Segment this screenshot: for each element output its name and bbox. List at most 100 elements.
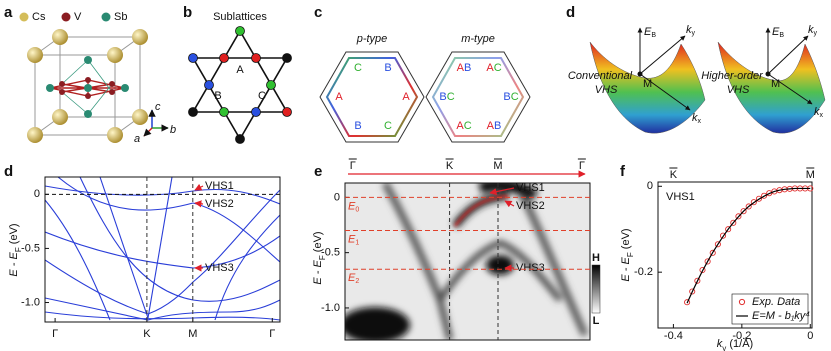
v-atom <box>59 81 65 87</box>
surface-2 <box>717 27 826 134</box>
cs-atom <box>107 127 123 143</box>
data-point <box>761 192 768 199</box>
letter: B <box>384 62 391 74</box>
label-sub: x <box>820 112 824 119</box>
site-label: A <box>236 64 244 76</box>
band <box>214 214 280 321</box>
sublattice-label: C <box>384 120 392 132</box>
sublattice-label: B <box>354 120 361 132</box>
bz-m <box>425 51 531 143</box>
axis-label: ky <box>808 24 818 37</box>
fermi-contour <box>325 57 419 137</box>
vhs-dispersion <box>454 195 509 227</box>
cs-atom <box>132 29 148 45</box>
k-point-label: M <box>806 169 815 181</box>
panel-title: p-type <box>356 33 388 45</box>
legend-label: Exp. Data <box>752 296 800 308</box>
letter: A <box>486 62 494 74</box>
data-point <box>699 266 706 274</box>
x-tick-label: -0.2 <box>732 330 751 342</box>
k-point-label: K <box>446 160 454 172</box>
y-axis-label: E - EF (eV) <box>620 228 635 281</box>
axis-arrow <box>143 127 153 137</box>
energy-level-label: E1 <box>348 233 359 246</box>
site <box>251 107 261 117</box>
sublattice-label: A <box>335 91 343 103</box>
legend-box <box>731 293 809 325</box>
label-main: E - E <box>8 251 20 276</box>
letter: A <box>456 120 464 132</box>
legend-label: Sb <box>114 11 127 23</box>
letter: C <box>354 62 362 74</box>
panel-letter: d <box>566 4 575 21</box>
point-label: M <box>643 78 652 90</box>
v-atom <box>85 77 91 83</box>
saddle-point <box>637 71 643 77</box>
x-tick-label: Γ <box>269 328 275 340</box>
y-tick-label: -0.5 <box>321 247 340 259</box>
label-unit: (eV) <box>8 223 20 247</box>
axis-label: kx <box>692 112 702 125</box>
letter: B <box>464 62 471 74</box>
letter: C <box>494 62 502 74</box>
sublattice-label: BC <box>439 91 454 103</box>
sublattice-label: BC <box>503 91 518 103</box>
data-point <box>725 226 732 233</box>
caption: VHS <box>727 84 750 96</box>
arpes-image <box>345 183 590 340</box>
band <box>45 189 280 315</box>
axis-arrow <box>639 73 691 111</box>
fit-line <box>686 187 811 304</box>
axis-label: b <box>170 124 176 136</box>
letter: B <box>494 120 501 132</box>
site <box>219 53 229 63</box>
caption: Higher-order <box>701 70 764 82</box>
label-main: E <box>348 200 356 212</box>
k-point-label: K <box>670 169 678 181</box>
annotation-arrow <box>194 200 204 208</box>
c-labels: C B A A B C AB AC BC BC AC AB <box>335 62 518 132</box>
cs-atom <box>52 29 68 45</box>
colorbar-label: L <box>593 315 600 327</box>
colorbar <box>591 264 601 314</box>
label-sub: B <box>651 32 656 39</box>
y-tick-label: 0 <box>334 191 340 203</box>
axis-arrow <box>639 35 686 75</box>
band-intensity <box>381 183 454 340</box>
annotation: VHS1 <box>516 182 545 194</box>
axis-label: EB <box>772 26 784 39</box>
sublattice-label: AC <box>486 62 501 74</box>
y-tick-label: 0 <box>34 188 40 200</box>
band-intensity <box>478 183 539 202</box>
legend-label: V <box>74 11 82 23</box>
band <box>147 177 173 319</box>
label-sub: F <box>318 255 327 260</box>
data-point <box>689 288 696 295</box>
annotation: VHS2 <box>205 198 234 210</box>
label-main: E <box>644 26 652 38</box>
k-point-label: Γ <box>579 160 585 172</box>
annotation: VHS2 <box>516 200 545 212</box>
cs-atom <box>27 127 43 143</box>
kagome <box>191 29 289 141</box>
band <box>57 177 280 263</box>
label-sub: y <box>722 344 726 351</box>
label-unit: (1/Å) <box>726 337 753 350</box>
data-point <box>740 208 747 215</box>
v-atom <box>85 93 91 99</box>
sublattice-label: C <box>354 62 362 74</box>
atoms <box>27 29 148 143</box>
panel-letter: d <box>4 163 13 180</box>
annotation-arrow <box>194 183 204 191</box>
data-point <box>730 219 737 226</box>
data-point <box>755 195 763 202</box>
sb-bonds <box>61 59 113 115</box>
axis-label: EB <box>644 26 656 39</box>
x-tick-label: M <box>188 328 197 340</box>
sublattice-label: AB <box>487 120 502 132</box>
band <box>99 177 149 319</box>
band <box>45 185 280 205</box>
cs-atom <box>107 47 123 63</box>
band-intensity <box>486 255 514 275</box>
